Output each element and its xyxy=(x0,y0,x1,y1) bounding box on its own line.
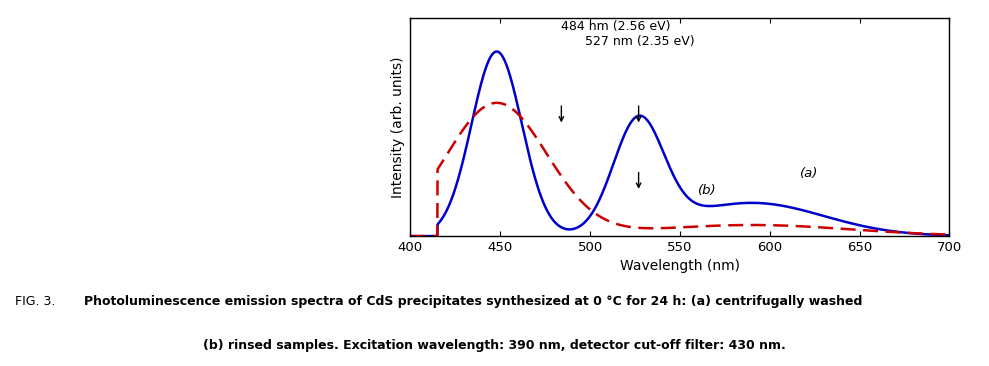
Text: (b) rinsed samples. Excitation wavelength: 390 nm, detector cut-off filter: 430 : (b) rinsed samples. Excitation wavelengt… xyxy=(203,339,786,352)
Text: 527 nm (2.35 eV): 527 nm (2.35 eV) xyxy=(584,35,694,48)
Text: (a): (a) xyxy=(800,167,819,180)
Text: FIG. 3.: FIG. 3. xyxy=(15,295,55,309)
X-axis label: Wavelength (nm): Wavelength (nm) xyxy=(620,259,740,273)
Text: 484 nm (2.56 eV): 484 nm (2.56 eV) xyxy=(562,20,671,33)
Text: Photoluminescence emission spectra of CdS precipitates synthesized at 0 °C for 2: Photoluminescence emission spectra of Cd… xyxy=(84,295,862,309)
Text: (b): (b) xyxy=(698,184,716,197)
Y-axis label: Intensity (arb. units): Intensity (arb. units) xyxy=(391,56,405,198)
